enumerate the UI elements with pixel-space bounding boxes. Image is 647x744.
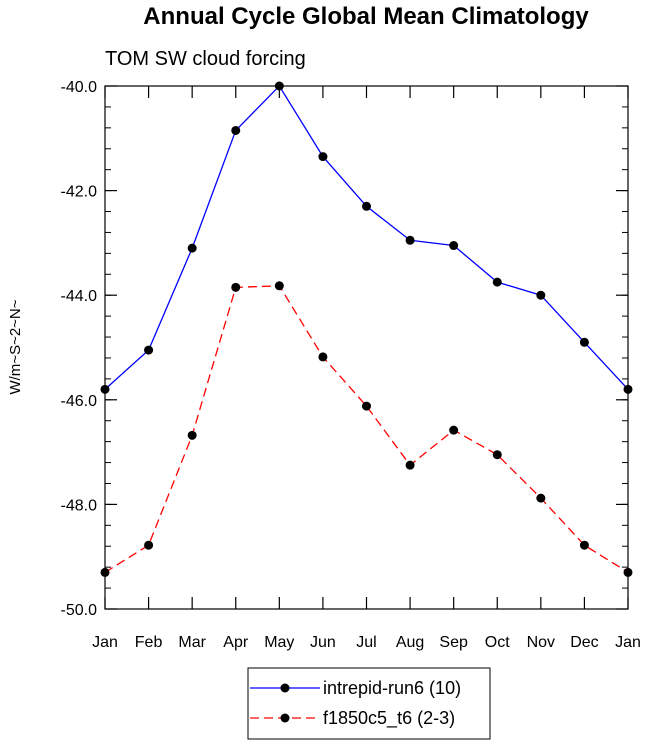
x-tick-label: Jun xyxy=(310,634,336,651)
series-1-point xyxy=(144,540,154,550)
legend-marker-intrepid-run6 xyxy=(280,683,290,693)
series-1-point xyxy=(449,425,459,435)
series-0-point xyxy=(492,277,502,287)
legend-box xyxy=(247,667,491,740)
series-1-point xyxy=(362,401,371,411)
series-0-point xyxy=(362,201,371,211)
x-tick-label: Jul xyxy=(356,634,376,651)
chart-subtitle: TOM SW cloud forcing xyxy=(105,48,306,70)
series-1-point xyxy=(318,352,328,362)
x-tick-label: Apr xyxy=(223,634,249,651)
series-0-point xyxy=(449,241,459,251)
x-tick-label: Aug xyxy=(396,634,424,651)
y-tick-label: -48.0 xyxy=(61,497,98,514)
series-line-0 xyxy=(104,84,629,390)
y-tick-label: -44.0 xyxy=(61,288,98,305)
y-tick-labels: -40.0 -42.0 -44.0 -46.0 -48.0 -50.0 xyxy=(61,79,98,619)
minor-ticks xyxy=(105,85,628,610)
series-0-point xyxy=(405,235,415,245)
x-tick-label: Jan xyxy=(92,634,118,651)
x-tick-label: Oct xyxy=(485,634,510,651)
legend-label-f1850c5-t6: f1850c5_t6 (2-3) xyxy=(323,708,455,729)
series-0-point xyxy=(318,152,328,162)
legend-marker-f1850c5-t6 xyxy=(280,713,290,723)
x-tick-label: Nov xyxy=(527,634,555,651)
series-1-point xyxy=(492,450,502,460)
series-0-point xyxy=(187,243,197,253)
series-layer xyxy=(100,81,633,577)
series-1-point xyxy=(274,281,284,291)
major-ticks xyxy=(104,85,629,610)
x-tick-label: Mar xyxy=(178,634,206,651)
x-tick-label: Jan xyxy=(615,634,641,651)
series-0-point xyxy=(144,345,154,355)
legend: intrepid-run6 (10) f1850c5_t6 (2-3) xyxy=(247,667,491,740)
x-tick-label: May xyxy=(264,634,294,651)
series-1-point xyxy=(231,282,241,292)
y-tick-label: -46.0 xyxy=(61,393,98,410)
series-0-point xyxy=(579,337,589,347)
series-1-point xyxy=(536,493,546,503)
x-tick-labels: Jan Feb Mar Apr May Jun Jul Aug Sep Oct Nov Dec Jan xyxy=(92,634,641,651)
series-1-point xyxy=(579,540,589,550)
series-0-point xyxy=(536,290,546,300)
x-tick-label: Feb xyxy=(135,634,163,651)
series-1-point xyxy=(187,430,197,440)
x-tick-label: Dec xyxy=(570,634,598,651)
y-axis-label: W/m~S~2~N~ xyxy=(7,299,24,394)
plot-frame xyxy=(104,85,629,610)
series-line-1 xyxy=(104,285,629,573)
series-0-point xyxy=(231,125,241,135)
y-tick-label: -50.0 xyxy=(61,602,98,619)
series-1-point xyxy=(405,460,415,470)
x-tick-label: Sep xyxy=(439,634,468,651)
chart-title: Annual Cycle Global Mean Climatology xyxy=(143,3,589,30)
y-tick-label: -42.0 xyxy=(61,184,98,201)
legend-label-intrepid-run6: intrepid-run6 (10) xyxy=(323,678,461,698)
y-tick-label: -40.0 xyxy=(61,79,98,96)
